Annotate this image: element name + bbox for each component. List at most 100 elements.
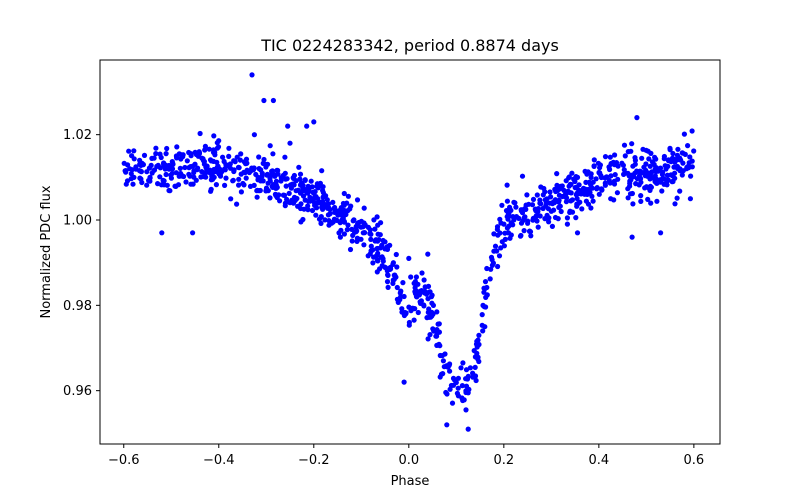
data-point bbox=[173, 170, 179, 176]
data-point bbox=[157, 151, 163, 157]
data-point bbox=[287, 140, 293, 146]
y-tick-label: 0.98 bbox=[63, 299, 92, 314]
data-point bbox=[495, 263, 501, 270]
data-point bbox=[672, 201, 678, 207]
data-point bbox=[598, 172, 604, 179]
data-point bbox=[269, 168, 276, 174]
data-point bbox=[316, 199, 322, 205]
data-point bbox=[196, 150, 203, 156]
data-point bbox=[283, 183, 289, 189]
data-point bbox=[258, 167, 264, 173]
data-point bbox=[260, 160, 266, 166]
data-point bbox=[126, 148, 132, 154]
x-tick-label: 0.0 bbox=[398, 453, 419, 468]
data-point bbox=[307, 196, 313, 202]
data-point bbox=[370, 260, 376, 266]
data-point bbox=[644, 173, 651, 179]
data-point bbox=[182, 164, 188, 171]
data-point bbox=[341, 190, 347, 197]
data-point bbox=[627, 191, 634, 197]
data-point bbox=[585, 201, 592, 207]
data-point bbox=[321, 203, 327, 209]
data-point bbox=[463, 389, 469, 396]
data-point bbox=[304, 123, 310, 129]
data-point bbox=[519, 210, 526, 216]
x-tick-label: −0.2 bbox=[298, 453, 330, 468]
data-point bbox=[354, 197, 361, 203]
data-point bbox=[542, 216, 548, 222]
data-point bbox=[569, 170, 575, 176]
data-point bbox=[660, 175, 666, 181]
data-point bbox=[465, 426, 471, 432]
data-point bbox=[525, 218, 531, 224]
x-tick-label: −0.6 bbox=[108, 453, 140, 468]
data-point bbox=[399, 306, 405, 312]
data-point bbox=[518, 220, 525, 226]
data-point bbox=[131, 148, 137, 154]
data-point bbox=[306, 188, 312, 194]
data-point bbox=[563, 178, 569, 184]
data-point bbox=[177, 165, 183, 171]
data-point bbox=[559, 184, 565, 190]
data-point bbox=[226, 145, 232, 151]
data-point bbox=[368, 248, 374, 254]
data-point bbox=[638, 198, 644, 204]
data-point bbox=[144, 169, 150, 175]
x-tick-label: 0.2 bbox=[493, 453, 514, 468]
data-point bbox=[376, 237, 382, 243]
data-point bbox=[410, 305, 416, 311]
data-point bbox=[411, 317, 417, 323]
data-point bbox=[246, 169, 252, 176]
y-tick-label: 1.00 bbox=[63, 214, 92, 229]
data-point bbox=[403, 311, 409, 317]
data-point bbox=[593, 176, 599, 182]
data-point bbox=[556, 197, 562, 203]
data-point bbox=[564, 215, 571, 221]
data-point bbox=[665, 163, 671, 169]
data-point bbox=[649, 159, 656, 165]
data-point bbox=[187, 173, 193, 179]
data-point bbox=[476, 332, 482, 338]
data-point bbox=[480, 328, 486, 334]
data-point bbox=[337, 234, 343, 240]
data-point bbox=[240, 180, 246, 187]
data-point bbox=[504, 225, 510, 231]
data-point bbox=[231, 158, 237, 164]
data-point bbox=[348, 203, 354, 209]
data-point bbox=[582, 168, 588, 174]
data-point bbox=[311, 119, 317, 125]
data-point bbox=[574, 230, 581, 236]
data-point bbox=[190, 230, 196, 236]
data-point bbox=[374, 214, 380, 220]
data-point bbox=[572, 178, 578, 185]
data-point bbox=[375, 222, 381, 228]
data-point bbox=[336, 208, 342, 214]
data-point bbox=[685, 143, 691, 149]
data-point bbox=[406, 322, 412, 328]
data-point bbox=[340, 200, 346, 207]
data-point bbox=[471, 348, 477, 354]
data-point bbox=[408, 274, 414, 280]
data-point bbox=[297, 171, 304, 177]
data-point bbox=[447, 368, 453, 374]
data-point bbox=[330, 199, 336, 205]
data-point bbox=[458, 365, 464, 371]
data-point bbox=[158, 182, 165, 188]
data-point bbox=[537, 200, 543, 206]
data-point bbox=[661, 181, 667, 187]
data-point bbox=[273, 178, 279, 184]
data-point bbox=[166, 166, 172, 172]
data-point bbox=[290, 199, 296, 206]
data-point bbox=[186, 165, 192, 171]
data-point bbox=[470, 374, 476, 380]
data-point bbox=[455, 385, 461, 391]
data-point bbox=[494, 224, 501, 230]
data-point bbox=[602, 182, 609, 188]
data-point bbox=[400, 280, 406, 286]
data-point bbox=[290, 175, 297, 181]
data-point bbox=[689, 128, 695, 134]
data-point bbox=[508, 207, 514, 213]
data-point bbox=[394, 264, 400, 270]
data-point bbox=[237, 157, 243, 163]
data-point bbox=[124, 178, 131, 184]
